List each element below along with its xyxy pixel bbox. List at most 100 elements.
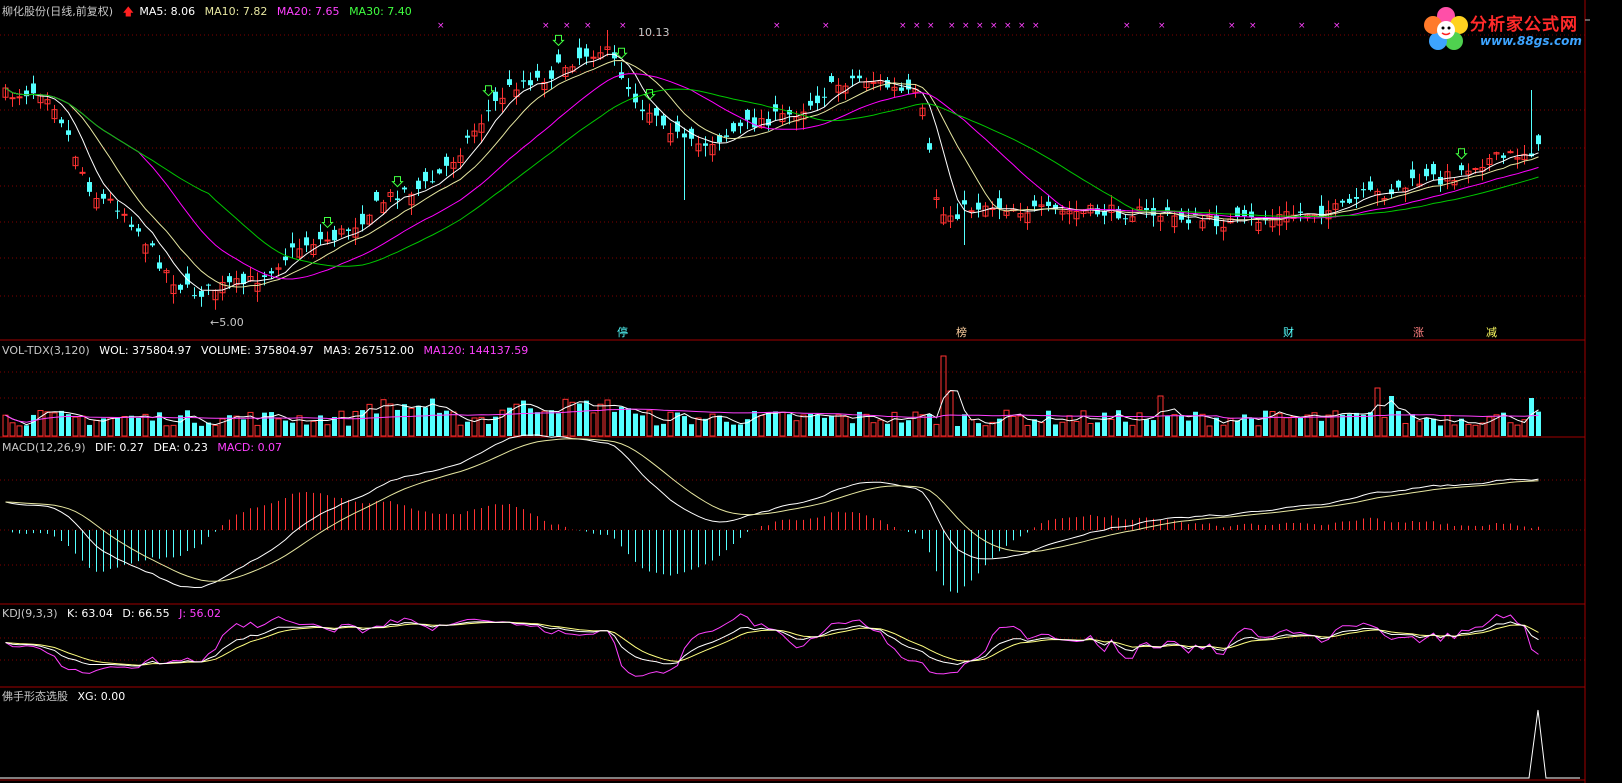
candle-body — [1199, 220, 1206, 229]
cross-mark: × — [1158, 21, 1166, 31]
ma20-label: MA20: 7.65 — [276, 5, 340, 18]
volume-bar — [93, 419, 100, 437]
ma30-label: MA30: 7.40 — [349, 5, 412, 18]
volume-bar — [1010, 415, 1017, 437]
kdj-name: KDJ(9,3,3) — [2, 607, 58, 620]
volume-bar — [1501, 412, 1506, 436]
volume-bar — [758, 414, 765, 437]
candle-body — [1319, 205, 1324, 217]
candle-body — [290, 243, 295, 248]
candle-body — [1220, 226, 1227, 232]
volume-bar — [569, 401, 576, 437]
candle-body — [562, 67, 569, 77]
macd-pane — [5, 434, 1539, 593]
candle-body — [633, 93, 638, 103]
volume-bar — [2, 414, 9, 437]
volume-bar — [549, 410, 554, 436]
candle-body — [612, 52, 617, 59]
d-label: D: 66.55 — [122, 607, 170, 620]
volume-bar — [1529, 398, 1534, 436]
volume-bar — [695, 417, 702, 437]
volume-bar — [233, 415, 240, 437]
volume-bar — [562, 398, 569, 437]
kdj-pane — [5, 613, 1539, 677]
volume-bar — [989, 421, 996, 437]
volume-bar — [633, 413, 638, 436]
volume-bar — [955, 425, 960, 436]
marker-2: 榜 — [956, 326, 967, 339]
candle-body — [107, 198, 114, 201]
volume-bar — [927, 414, 932, 436]
volume-bar — [457, 424, 464, 437]
volume-bar — [430, 398, 435, 436]
candle-body — [486, 110, 491, 112]
candle-body — [1136, 206, 1143, 211]
volume-bar — [667, 411, 674, 437]
candle-body — [310, 244, 317, 255]
candle-body — [997, 198, 1002, 209]
candle-body — [360, 213, 365, 225]
volume-bar — [745, 419, 750, 436]
candle-body — [787, 110, 792, 115]
candle-body — [338, 228, 345, 235]
volume-bar — [1095, 422, 1100, 436]
volume-bar — [107, 417, 114, 437]
volume-bar — [478, 416, 485, 437]
volume-bar — [1249, 418, 1254, 436]
xg-signal-line — [0, 709, 1580, 779]
volume-bar — [787, 414, 792, 436]
volume-bar — [387, 403, 394, 437]
candle-body — [850, 75, 855, 79]
volume-bar — [115, 417, 120, 436]
candle-body — [667, 133, 674, 143]
volume-bar — [1220, 424, 1227, 437]
volume-bar — [513, 403, 520, 437]
candle-body — [1193, 213, 1198, 215]
volume-bar — [437, 412, 442, 436]
candle-body — [877, 80, 884, 84]
volume-bar — [416, 405, 421, 436]
volume-bar — [968, 419, 975, 437]
candle-body — [1529, 153, 1534, 157]
candle-body — [142, 244, 149, 254]
candle-body — [129, 224, 134, 227]
volume-bar — [206, 422, 211, 436]
ma5-line — [5, 53, 1539, 291]
high-price-label: 10.13 — [638, 26, 670, 39]
volume-bar — [304, 424, 309, 436]
volume-bar — [738, 424, 743, 436]
candle-body — [766, 118, 771, 126]
volume-bar — [1179, 415, 1184, 436]
candle-body — [24, 90, 29, 97]
volume-bar — [919, 414, 926, 437]
ma5-label: MA5: 8.06 — [139, 5, 196, 18]
volume-bar — [1276, 413, 1283, 437]
volume-bar — [1472, 424, 1479, 437]
volume-bar — [870, 422, 877, 437]
candle-body — [535, 70, 540, 78]
wol-label: WOL: 375804.97 — [99, 344, 192, 357]
candle-body — [675, 121, 680, 132]
volume-bar — [150, 420, 155, 436]
volume-bar — [1347, 414, 1352, 436]
k-label: K: 63.04 — [67, 607, 113, 620]
signal-marks: × × × × × × × × × × × × × × × × × × × × × × × — [321, 21, 1468, 229]
volume-bar — [1402, 422, 1409, 437]
volume-bar — [654, 425, 659, 436]
candle-body — [1235, 207, 1240, 217]
volume-bar — [360, 410, 365, 436]
volume-bar — [142, 413, 149, 437]
cross-mark: × — [913, 21, 921, 31]
marker-5: 减 — [1486, 326, 1497, 339]
candle-body — [1095, 208, 1100, 215]
volume-bar — [877, 419, 884, 437]
volume-bar — [793, 420, 800, 437]
volume-bar — [577, 403, 582, 436]
candle-body — [59, 119, 64, 124]
volume-bar — [689, 424, 694, 436]
volume-bar — [626, 408, 631, 436]
volume-bar — [471, 417, 478, 437]
volume-bar — [59, 410, 64, 436]
